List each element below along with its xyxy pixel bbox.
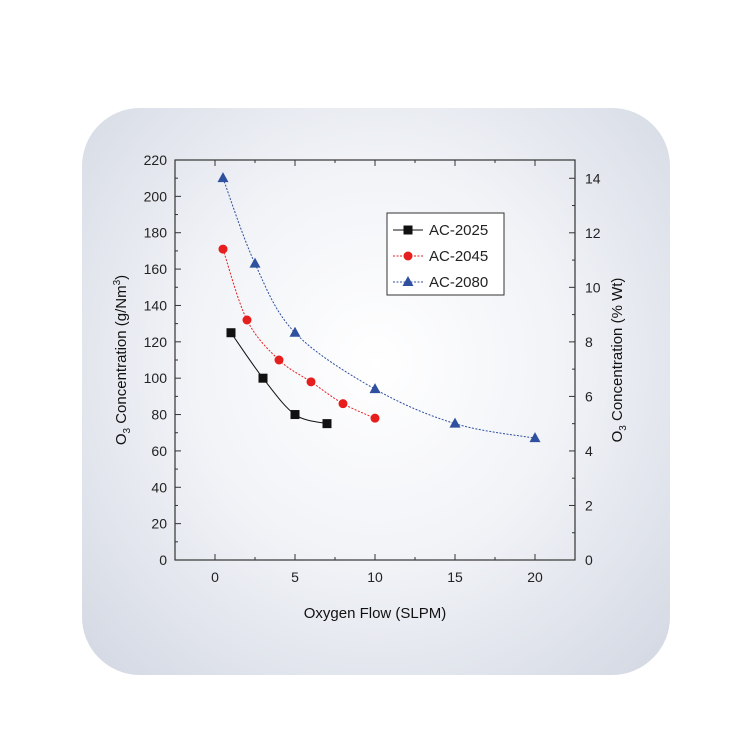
- data-point-ac-2045: [242, 315, 252, 325]
- series-line-ac-2080: [222, 178, 536, 439]
- y2-axis-title-sub: 3: [618, 425, 629, 431]
- y-axis-title-rest: Concentration (g/Nm: [113, 285, 130, 428]
- x-tick-label: 15: [447, 569, 463, 585]
- legend-label: AC-2080: [429, 274, 488, 291]
- data-point-ac-2025: [290, 410, 300, 420]
- data-point-ac-2025: [258, 373, 268, 383]
- y-tick-label: 160: [144, 261, 168, 277]
- data-point-ac-2080: [449, 417, 461, 428]
- data-point-ac-2080: [289, 326, 301, 337]
- data-point-ac-2080: [529, 432, 541, 443]
- data-point-ac-2045: [274, 355, 284, 365]
- y-tick-label: 200: [144, 188, 168, 204]
- x-axis: 0 5 10 15 20: [174, 160, 576, 585]
- y-tick-label: 140: [144, 297, 168, 313]
- series-ac-2045: [218, 244, 380, 423]
- x-tick-label: 10: [367, 569, 383, 585]
- y-tick-label: 80: [151, 407, 167, 423]
- legend-marker: [403, 225, 413, 235]
- y-tick-label: 180: [144, 225, 168, 241]
- data-point-ac-2025: [322, 419, 332, 429]
- series-ac-2025: [226, 328, 332, 429]
- data-point-ac-2025: [226, 328, 236, 338]
- series-line-ac-2045: [222, 248, 376, 419]
- y-tick-label: 120: [144, 334, 168, 350]
- y-tick-label: 0: [159, 552, 167, 568]
- legend-label: AC-2025: [429, 222, 488, 239]
- y2-axis-title: O3 Concentration (% Wt): [609, 278, 629, 443]
- y2-tick-label: 14: [585, 170, 601, 186]
- y2-tick-label: 0: [585, 552, 593, 568]
- data-point-ac-2080: [249, 257, 261, 268]
- legend-entry-ac-2080: AC-2080: [393, 274, 488, 291]
- y2-tick-label: 4: [585, 443, 593, 459]
- legend-entry-ac-2045: AC-2045: [393, 248, 488, 265]
- x-tick-label: 5: [291, 569, 299, 585]
- data-point-ac-2080: [217, 172, 229, 183]
- legend-entry-ac-2025: AC-2025: [393, 222, 488, 239]
- y-tick-label: 60: [151, 443, 167, 459]
- y2-tick-label: 8: [585, 334, 593, 350]
- legend: AC-2025 AC-2045 AC-2080: [386, 212, 505, 296]
- plot-area: [174, 159, 576, 561]
- series-ac-2080: [217, 172, 541, 443]
- y2-tick-label: 6: [585, 388, 593, 404]
- data-point-ac-2080: [369, 383, 381, 394]
- y2-axis-title-main: O: [609, 431, 626, 443]
- y2-tick-label: 10: [585, 279, 601, 295]
- data-point-ac-2045: [370, 413, 380, 423]
- y-tick-label: 100: [144, 370, 168, 386]
- y-axis-title-main: O: [113, 434, 130, 446]
- y-axis: 0 20 40 60 80 100 120 140 160 180 200 220: [144, 152, 181, 568]
- y-tick-label: 20: [151, 516, 167, 532]
- y-axis-title-sup: 3: [112, 279, 123, 285]
- y2-axis: 0 2 4 6 8 10 12 14: [569, 170, 601, 568]
- data-point-ac-2045: [338, 399, 348, 409]
- data-point-ac-2045: [218, 244, 228, 254]
- legend-marker: [403, 251, 413, 261]
- series-layer: [217, 172, 541, 443]
- y2-axis-title-rest: Concentration (% Wt): [609, 278, 626, 426]
- x-axis-title: Oxygen Flow (SLPM): [304, 605, 447, 622]
- y-axis-title: O3 Concentration (g/Nm3): [112, 275, 133, 445]
- series-line-ac-2025: [230, 332, 328, 425]
- y-axis-title-sub: 3: [122, 428, 133, 434]
- legend-marker: [402, 276, 414, 286]
- legend-label: AC-2045: [429, 248, 488, 265]
- data-point-ac-2045: [306, 377, 316, 387]
- x-tick-label: 0: [211, 569, 219, 585]
- y2-tick-label: 12: [585, 225, 601, 241]
- y2-tick-label: 2: [585, 497, 593, 513]
- y-axis-title-end: ): [113, 275, 130, 280]
- y-tick-label: 220: [144, 152, 168, 168]
- x-tick-label: 20: [527, 569, 543, 585]
- y-tick-label: 40: [151, 479, 167, 495]
